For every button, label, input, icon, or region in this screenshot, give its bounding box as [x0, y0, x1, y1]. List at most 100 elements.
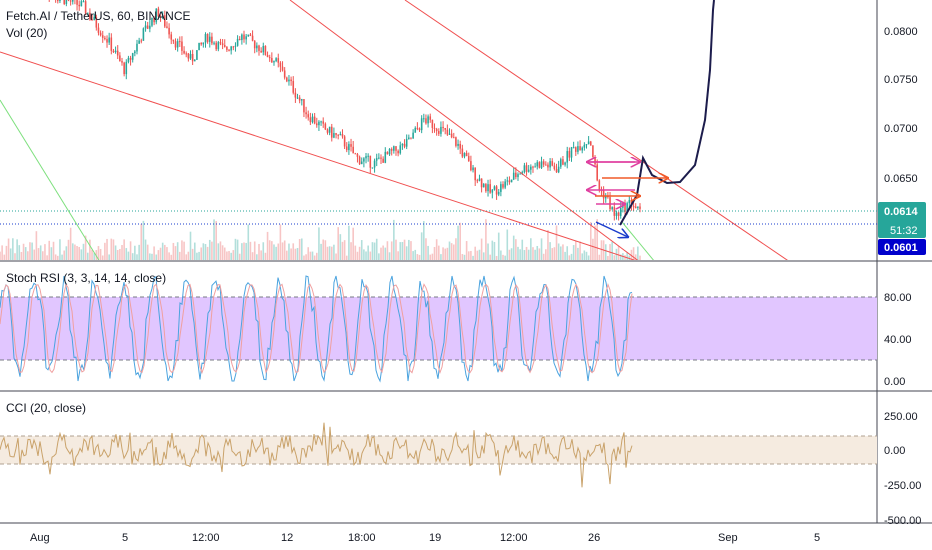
- candle-body: [226, 46, 228, 50]
- candle-body: [354, 153, 357, 155]
- channel-line-1[interactable]: [289, 0, 640, 262]
- candle-body: [414, 127, 417, 133]
- candle-body: [146, 25, 149, 29]
- candle-body: [485, 184, 487, 192]
- volume-bar: [459, 222, 462, 260]
- candle-body: [151, 17, 153, 26]
- candle-body: [423, 118, 425, 120]
- volume-bar: [463, 254, 466, 260]
- candle-body: [142, 28, 145, 41]
- volume-bar: [352, 227, 354, 260]
- volume-bar: [97, 246, 100, 260]
- candle-body: [497, 191, 500, 195]
- candle-body: [504, 181, 506, 188]
- candle-body: [78, 4, 80, 7]
- projection-curve[interactable]: [619, 0, 715, 226]
- candle-body: [247, 34, 250, 37]
- candle-body: [131, 53, 134, 60]
- candle-body: [360, 161, 363, 165]
- candle-body: [127, 57, 130, 62]
- volume-bar: [564, 251, 566, 260]
- volume-bar: [382, 245, 384, 260]
- candle-body: [245, 36, 247, 40]
- main-pane[interactable]: [0, 0, 877, 262]
- candle-body: [557, 166, 560, 173]
- volume-bar: [206, 246, 209, 260]
- candle-body: [149, 25, 151, 29]
- volume-bar: [31, 242, 33, 260]
- volume-bar: [339, 234, 342, 260]
- volume-bar: [204, 244, 207, 260]
- volume-bar: [303, 255, 305, 260]
- candle-body: [450, 133, 453, 138]
- candle-body: [65, 0, 68, 4]
- volume-bar: [437, 245, 440, 260]
- candle-body: [140, 40, 143, 42]
- cci-pane[interactable]: [0, 422, 877, 488]
- candle-body: [174, 41, 177, 48]
- volume-bar: [506, 229, 509, 260]
- candle-body: [101, 35, 104, 38]
- volume-bar: [375, 238, 378, 260]
- volume-bar: [457, 225, 459, 260]
- volume-bar: [198, 251, 200, 260]
- candle-body: [356, 154, 359, 157]
- candle-body: [258, 45, 260, 51]
- candle-body: [598, 180, 601, 191]
- stoch-rsi-pane[interactable]: [0, 275, 877, 383]
- candle-body: [208, 36, 211, 42]
- volume-bar: [76, 246, 78, 260]
- candle-body: [604, 196, 607, 199]
- volume-bar: [577, 247, 579, 260]
- volume-bar: [42, 251, 44, 260]
- candle-body: [290, 79, 292, 82]
- candle-body: [386, 151, 389, 155]
- volume-bar: [146, 244, 149, 260]
- volume-bar: [89, 239, 91, 260]
- candle-body: [371, 167, 374, 169]
- volume-bar: [570, 253, 573, 260]
- time-label-26: 26: [588, 532, 600, 544]
- candle-body: [367, 155, 369, 157]
- volume-bar: [611, 241, 613, 260]
- volume-bar: [470, 250, 472, 260]
- candle-body: [375, 158, 378, 161]
- volume-bar: [598, 254, 601, 260]
- volume-bar: [37, 248, 40, 260]
- candle-body: [493, 186, 496, 190]
- volume-bar: [360, 240, 363, 260]
- candle-body: [309, 117, 312, 123]
- lower-trendline[interactable]: [0, 51, 640, 262]
- candle-body: [206, 34, 209, 42]
- volume-bar: [238, 253, 241, 260]
- candle-body: [474, 167, 476, 181]
- candle-body: [619, 207, 622, 216]
- arrow-down-blue[interactable]: [595, 221, 628, 237]
- volume-bar: [221, 245, 224, 260]
- chart-title: Fetch.AI / TetherUS, 60, BINANCE: [6, 9, 191, 23]
- candle-body: [168, 27, 170, 35]
- volume-bar: [345, 255, 348, 260]
- volume-bar: [208, 239, 211, 260]
- volume-bar: [354, 245, 357, 260]
- volume-bar: [268, 240, 271, 260]
- time-axis[interactable]: Aug 5 12:00 12 18:00 19 12:00 26 Sep 5: [30, 532, 820, 544]
- candle-body: [382, 158, 384, 163]
- volume-bar: [579, 241, 581, 260]
- candle-body: [69, 0, 72, 2]
- green-trendline-left[interactable]: [0, 99, 100, 262]
- volume-bar: [12, 238, 14, 260]
- volume-bar: [168, 252, 170, 260]
- time-label-5: 5: [122, 532, 128, 544]
- volume-bar: [497, 232, 500, 260]
- volume-bar: [298, 239, 301, 260]
- volume-bar: [562, 244, 564, 260]
- volume-bar: [555, 225, 558, 260]
- price-axis[interactable]: 0.0800 0.0750 0.0700 0.0650 0.0614 51:32…: [878, 26, 926, 255]
- candle-body: [602, 190, 605, 199]
- candle-body: [587, 141, 590, 145]
- channel-line-2[interactable]: [404, 0, 790, 262]
- candle-body: [110, 37, 113, 51]
- candle-body: [187, 53, 190, 59]
